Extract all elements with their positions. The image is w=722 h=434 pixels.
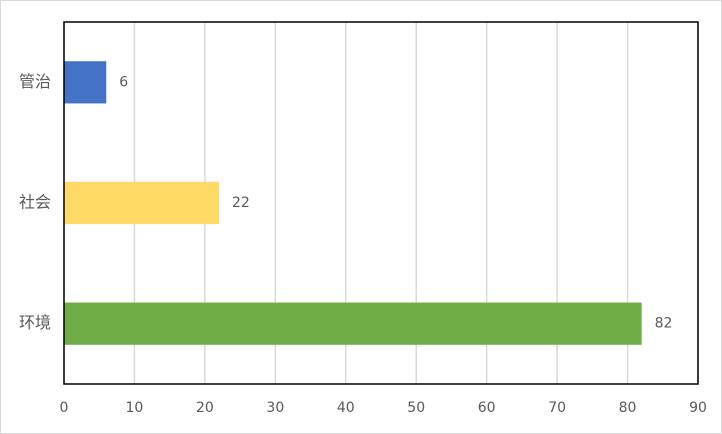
y-tick-label: 管治: [19, 72, 51, 91]
x-tick-label: 80: [619, 400, 637, 416]
y-tick-label: 社会: [19, 193, 51, 212]
x-tick-label: 60: [478, 400, 496, 416]
value-label: 82: [655, 316, 673, 332]
x-tick-label: 0: [60, 400, 69, 416]
value-label: 6: [119, 74, 128, 90]
value-label: 22: [232, 195, 250, 211]
marks: [64, 61, 642, 345]
x-tick-label: 30: [266, 400, 284, 416]
bar: [64, 61, 107, 104]
x-tick-label: 50: [407, 400, 425, 416]
y-tick-label: 环境: [19, 313, 51, 332]
x-tick-label: 10: [126, 400, 144, 416]
x-tick-label: 90: [689, 400, 707, 416]
bar: [64, 181, 219, 225]
bar: [64, 302, 642, 345]
plot-frame: [63, 21, 699, 385]
x-tick-label: 20: [196, 400, 214, 416]
x-tick-label: 70: [548, 400, 566, 416]
x-tick-label: 40: [337, 400, 355, 416]
